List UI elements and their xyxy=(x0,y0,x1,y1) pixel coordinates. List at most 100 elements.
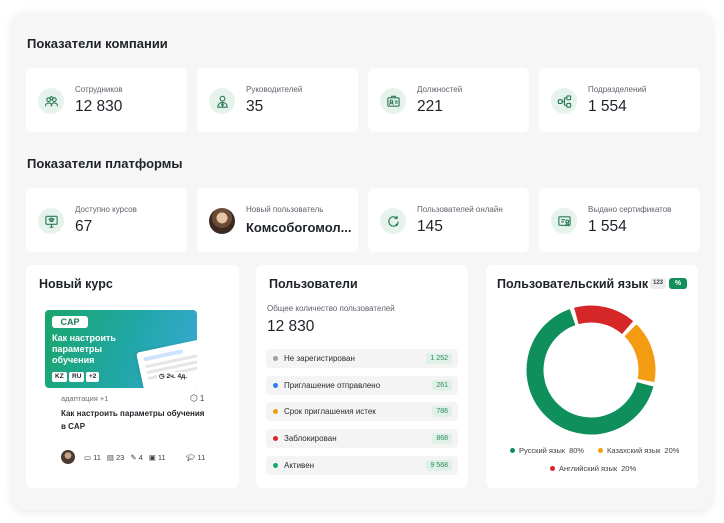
course-count: 1 xyxy=(199,394,205,403)
manager-icon xyxy=(209,88,235,114)
user-status-row[interactable]: Не зарегистирован 1 252 xyxy=(266,349,458,368)
meta-value: 11 xyxy=(197,453,206,462)
author-avatar xyxy=(61,450,75,464)
modules-icon: ▭ 11 xyxy=(84,453,101,462)
stat-label: Доступно курсов xyxy=(75,205,137,214)
language-title: Пользовательский язык xyxy=(497,277,649,291)
course-item-count: ⬡ 1 xyxy=(190,393,204,404)
legend-label: Казахский язык xyxy=(607,446,661,455)
stat-label: Должностей xyxy=(417,85,463,94)
new-course-title: Новый курс xyxy=(39,277,113,291)
screenshot-illustration xyxy=(136,336,197,388)
box-icon: ⬡ xyxy=(190,393,198,403)
course-banner[interactable]: CAP Как настроить параметры обучения KZ … xyxy=(45,310,197,388)
stat-label: Руководителей xyxy=(246,85,303,94)
stat-value: 35 xyxy=(246,98,264,115)
course-tag: адаптация +1 xyxy=(61,394,109,403)
stat-value: 12 830 xyxy=(75,98,123,115)
stat-card-departments[interactable]: Подразделений 1 554 xyxy=(539,68,700,132)
avatar xyxy=(209,208,235,234)
image-icon: ▣ 11 xyxy=(148,453,166,462)
legend-item: Русский язык 80% xyxy=(510,446,584,455)
status-count: 868 xyxy=(432,433,452,444)
stat-value: 145 xyxy=(417,218,443,235)
stat-label: Новый пользователь xyxy=(246,205,324,214)
status-dot xyxy=(273,409,278,414)
monitor-course-icon xyxy=(38,208,64,234)
certificate-icon xyxy=(551,208,577,234)
stat-label: Пользователей онлайн xyxy=(417,205,503,214)
lang-badge: +2 xyxy=(86,372,100,382)
status-label: Заблокирован xyxy=(284,434,337,443)
legend-dot xyxy=(550,466,555,471)
people-icon xyxy=(38,88,64,114)
status-count: 9 568 xyxy=(426,460,452,471)
slice-russian[interactable] xyxy=(526,309,654,435)
stat-card-online[interactable]: Пользователей онлайн 145 xyxy=(368,188,529,252)
stat-label: Выдано сертификатов xyxy=(588,205,672,214)
status-dot xyxy=(273,356,278,361)
legend-item: Казахский язык 20% xyxy=(598,446,679,455)
course-name[interactable]: Как настроить параметры обучения в CAP xyxy=(61,409,205,431)
meta-value: 4 xyxy=(138,453,143,462)
banner-duration: ◷ 2ч. 4д. xyxy=(157,372,190,380)
count-toggle[interactable]: 123 xyxy=(650,278,666,289)
edit-icon: ✎ 4 xyxy=(130,453,143,462)
cap-logo: CAP xyxy=(52,316,88,328)
legend-label: Английский язык xyxy=(559,464,618,473)
stat-card-certificates[interactable]: Выдано сертификатов 1 554 xyxy=(539,188,700,252)
pages-icon: ▤ 23 xyxy=(106,453,125,462)
status-count: 261 xyxy=(432,380,452,391)
structure-icon xyxy=(551,88,577,114)
user-status-row[interactable]: Активен 9 568 xyxy=(266,456,458,475)
stat-card-positions[interactable]: Должностей 221 xyxy=(368,68,529,132)
stat-value: 1 554 xyxy=(588,218,627,235)
language-donut-chart xyxy=(526,305,656,435)
legend-value: 80% xyxy=(569,446,585,455)
meta-value: 11 xyxy=(157,453,166,462)
lang-badge: KZ xyxy=(52,372,67,382)
online-refresh-icon xyxy=(380,208,406,234)
legend-label: Русский язык xyxy=(519,446,566,455)
legend-dot xyxy=(598,448,603,453)
stat-value: 1 554 xyxy=(588,98,627,115)
stat-card-courses[interactable]: Доступно курсов 67 xyxy=(26,188,187,252)
stat-card-managers[interactable]: Руководителей 35 xyxy=(197,68,358,132)
graduates-icon: 🎓︎ 11 xyxy=(186,453,206,462)
percent-toggle[interactable]: % xyxy=(669,278,687,289)
status-label: Срок приглашения истек xyxy=(284,407,376,416)
status-dot xyxy=(273,436,278,441)
stat-label: Сотрудников xyxy=(75,85,123,94)
status-label: Приглашение отправлено xyxy=(284,381,381,390)
users-total-label: Общее количество пользователей xyxy=(267,304,395,313)
banner-title: Как настроить параметры обучения xyxy=(52,333,116,365)
user-status-row[interactable]: Приглашение отправлено 261 xyxy=(266,376,458,395)
user-status-row[interactable]: Срок приглашения истек 786 xyxy=(266,402,458,421)
legend-value: 20% xyxy=(664,446,680,455)
users-total-value: 12 830 xyxy=(267,318,315,335)
course-meta: ▭ 11 ▤ 23 ✎ 4 ▣ 11 xyxy=(84,453,172,462)
lang-badge: RU xyxy=(69,372,85,382)
stat-value: 221 xyxy=(417,98,443,115)
id-card-icon xyxy=(380,88,406,114)
stat-card-employees[interactable]: Сотрудников 12 830 xyxy=(26,68,187,132)
stat-value: 67 xyxy=(75,218,93,235)
new-user-name: Комсобогомол... xyxy=(246,220,352,235)
status-label: Активен xyxy=(284,461,315,470)
language-panel: Пользовательский язык xyxy=(486,265,698,488)
meta-value: 23 xyxy=(115,453,125,462)
slice-english[interactable] xyxy=(574,305,634,335)
legend-dot xyxy=(510,448,515,453)
legend-item: Английский язык 20% xyxy=(550,464,636,473)
status-count: 786 xyxy=(432,406,452,417)
stat-card-new-user[interactable]: Новый пользователь Комсобогомол... xyxy=(197,188,358,252)
clock-icon: ◷ xyxy=(159,373,165,380)
status-dot xyxy=(273,383,278,388)
slice-kazakh[interactable] xyxy=(624,324,656,383)
status-count: 1 252 xyxy=(426,353,452,364)
duration-text: 2ч. 4д. xyxy=(166,373,188,380)
platform-section-title: Показатели платформы xyxy=(27,156,183,171)
user-status-row[interactable]: Заблокирован 868 xyxy=(266,429,458,448)
status-dot xyxy=(273,463,278,468)
legend-value: 20% xyxy=(621,464,637,473)
